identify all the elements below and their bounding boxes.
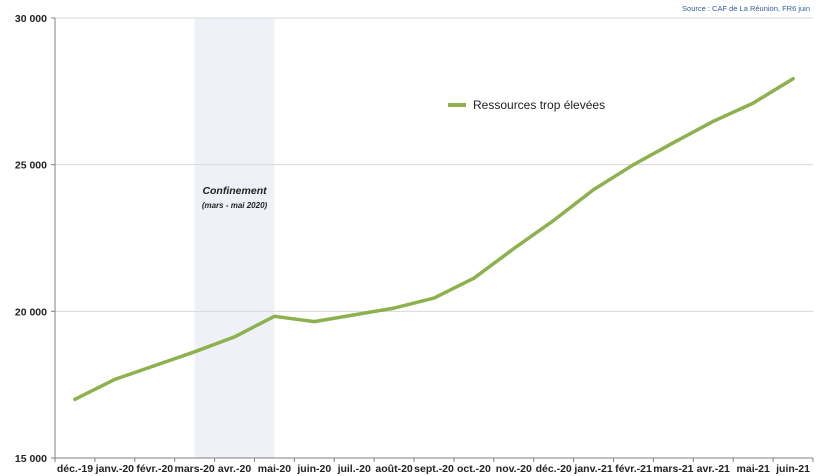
x-tick-label: janv.-20: [95, 463, 134, 475]
data-point: [392, 306, 396, 310]
x-tick-label: mai-20: [258, 463, 291, 475]
x-tick-label: juin-20: [296, 463, 331, 475]
x-axis: déc.-19 janv.-20 févr.-20 mars-20 avr.-20 mai…: [54, 457, 814, 475]
y-tick-label: 25 000: [15, 160, 47, 172]
data-point: [432, 296, 436, 300]
data-point: [73, 397, 77, 401]
series-line: [73, 76, 795, 402]
x-tick-label: févr.-21: [615, 463, 652, 475]
data-point: [552, 218, 556, 222]
x-tick-label: mars-20: [174, 463, 214, 475]
x-tick-label: avr.-21: [697, 463, 730, 475]
x-tick-label: janv.-21: [573, 463, 612, 475]
x-tick-label: juil.-20: [337, 463, 371, 475]
data-point: [153, 364, 157, 368]
data-point: [512, 246, 516, 251]
x-tick-label: nov.-20: [496, 463, 532, 475]
y-tick-label: 30 000: [15, 13, 47, 25]
data-point: [751, 101, 755, 105]
x-tick-label: avr.-20: [218, 463, 251, 475]
legend-label: Ressources trop élevées: [473, 98, 605, 112]
x-tick-label: juin-21: [775, 463, 810, 475]
series-group: [73, 76, 795, 402]
y-tick-label: 20 000: [15, 306, 47, 318]
data-point: [272, 314, 277, 318]
data-point: [791, 77, 795, 81]
x-tick-label: févr.-20: [136, 463, 173, 475]
x-tick-label: mars-21: [653, 463, 693, 475]
confinement-annotation: Confinement (mars - mai 2020): [202, 185, 268, 210]
data-point: [591, 188, 596, 192]
data-point: [193, 350, 197, 354]
data-point: [671, 141, 675, 145]
data-point: [472, 276, 476, 280]
annotation-title: Confinement: [202, 185, 267, 197]
confinement-shade: [194, 18, 275, 458]
data-point: [113, 377, 117, 381]
legend: Ressources trop élevées: [448, 98, 605, 112]
x-tick-label: sept.-20: [414, 463, 454, 475]
x-tick-label: déc.-19: [57, 463, 93, 475]
x-tick-label: déc.-20: [536, 463, 572, 475]
x-tick-label: août-20: [375, 463, 413, 475]
annotation-subtitle: (mars - mai 2020): [202, 201, 268, 210]
grid-lines: [55, 17, 813, 312]
data-point: [232, 335, 237, 339]
x-tick-label: oct.-20: [457, 463, 491, 475]
x-tick-label: mai-21: [737, 463, 770, 475]
source-note: Source : CAF de La Réunion, FR6 juin: [682, 4, 810, 13]
data-point: [312, 320, 316, 324]
y-axis: 15 000 20 000 25 000 30 000: [15, 13, 56, 465]
y-tick-label: 15 000: [15, 453, 47, 465]
data-point: [352, 313, 356, 317]
data-point: [711, 119, 715, 123]
data-point: [631, 163, 636, 167]
